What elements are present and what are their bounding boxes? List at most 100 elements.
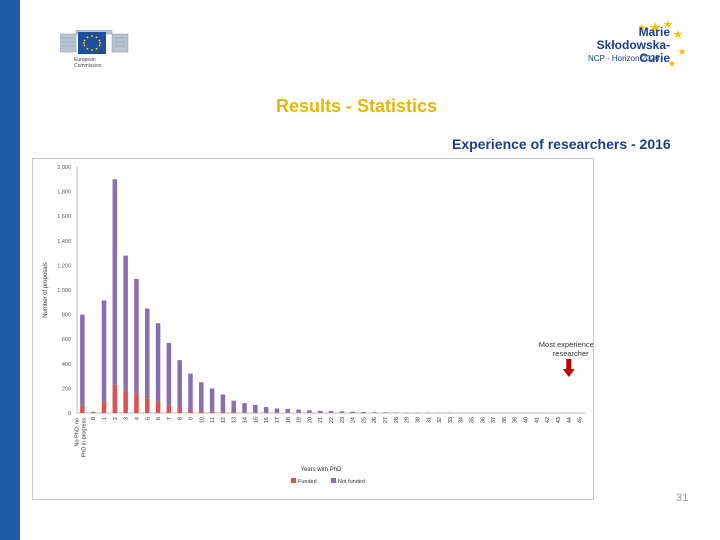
x-tick-label: 20	[307, 417, 313, 423]
bar-not-funded	[144, 308, 150, 399]
bar-funded	[177, 407, 182, 413]
x-tick-label: 30	[415, 417, 421, 423]
x-tick-label: 39	[513, 417, 519, 423]
x-tick-label: PhD in progress	[81, 418, 87, 458]
bar-not-funded	[220, 394, 226, 412]
bar-not-funded	[209, 388, 215, 412]
chart-title: Experience of researchers - 2016	[452, 136, 671, 152]
msca-subtitle: NCP - Horizon 2020	[588, 54, 660, 63]
y-tick-label: 2,000	[57, 165, 71, 171]
msca-name: Marie Skłodowska-Curie	[570, 26, 670, 65]
bar-not-funded	[101, 300, 107, 402]
page-number: 31	[676, 492, 689, 504]
bar-funded	[253, 412, 258, 413]
x-tick-label: 14	[243, 417, 249, 423]
annotation-text-line2: researcher	[553, 349, 589, 358]
european-commission-logo: European Commission	[58, 24, 138, 70]
y-tick-label: 200	[62, 386, 71, 392]
y-tick-label: 400	[62, 362, 71, 368]
x-tick-label: 16	[264, 417, 270, 423]
bar-not-funded	[307, 410, 312, 413]
bar-not-funded	[80, 314, 85, 406]
legend-swatch	[291, 478, 296, 483]
bar-not-funded	[199, 382, 204, 411]
bar-funded	[112, 384, 118, 413]
y-tick-label: 800	[62, 313, 71, 319]
x-tick-label: 9	[188, 417, 194, 420]
x-tick-label: 4	[134, 417, 140, 420]
x-tick-label: 3	[124, 417, 130, 420]
y-tick-label: 1,000	[57, 288, 71, 294]
bar-funded	[166, 405, 172, 413]
left-accent-bar	[0, 0, 20, 540]
x-tick-label: 37	[491, 417, 497, 423]
bar-not-funded	[90, 411, 96, 413]
x-tick-label: 10	[199, 417, 205, 423]
legend-swatch	[331, 478, 336, 483]
bar-funded	[101, 401, 107, 413]
legend-label: Not funded	[338, 479, 365, 485]
x-tick-label: 2	[113, 417, 119, 420]
x-tick-label: 22	[329, 417, 335, 423]
x-tick-label: 0	[91, 417, 97, 420]
bar-funded	[144, 398, 150, 413]
y-axis-label: Number of proposals	[43, 262, 49, 318]
page-title: Results - Statistics	[276, 96, 438, 116]
x-tick-label: 36	[480, 417, 486, 423]
y-tick-label: 1,200	[57, 263, 71, 269]
x-tick-label: 12	[221, 417, 227, 423]
bar-funded	[220, 411, 226, 413]
y-tick-label: 600	[62, 337, 71, 343]
bar-funded	[80, 405, 85, 413]
bar-not-funded	[112, 179, 118, 385]
x-tick-label: 15	[253, 417, 259, 423]
bar-funded	[231, 412, 236, 413]
x-axis-label: Years with PhD	[301, 467, 342, 473]
msca-name-line2: Skłodowska-Curie	[596, 38, 670, 65]
bar-not-funded	[328, 411, 334, 413]
bar-not-funded	[242, 403, 247, 413]
bar-not-funded	[263, 407, 269, 413]
eu-flag-icon	[78, 32, 106, 54]
bar-not-funded	[177, 360, 182, 408]
x-tick-label: 45	[578, 417, 584, 423]
bar-funded	[123, 390, 128, 413]
bar-not-funded	[317, 410, 323, 413]
x-tick-label: 29	[405, 417, 411, 423]
bar-chart: 02004006008001,0001,2001,4001,6001,8002,…	[43, 165, 598, 485]
y-tick-label: 1,800	[57, 190, 71, 196]
bar-not-funded	[296, 409, 301, 413]
bar-not-funded	[155, 323, 161, 402]
x-tick-label: 25	[361, 417, 367, 423]
x-tick-label: 34	[459, 417, 465, 423]
x-tick-label: 7	[167, 417, 173, 420]
bar-funded	[90, 412, 96, 413]
x-tick-label: 27	[383, 417, 389, 423]
x-tick-label: 17	[275, 417, 281, 423]
x-tick-label: 8	[178, 417, 184, 420]
bar-not-funded	[253, 405, 258, 413]
bar-funded	[209, 411, 215, 413]
annotation-text: Most experienced	[539, 340, 593, 349]
bar-not-funded	[231, 400, 236, 413]
bar-not-funded	[274, 408, 280, 413]
bar-not-funded	[285, 408, 291, 413]
msca-stars-icon	[638, 20, 686, 67]
bar-not-funded	[123, 255, 128, 391]
bar-not-funded	[350, 411, 355, 413]
x-tick-label: 11	[210, 417, 216, 423]
eu-stars-icon	[83, 35, 101, 51]
msca-name-line1: Marie	[638, 25, 670, 39]
bar-not-funded	[382, 412, 388, 413]
x-tick-label: 44	[567, 417, 573, 423]
bar-not-funded	[339, 411, 345, 413]
x-tick-label: 31	[426, 417, 432, 423]
bar-funded	[199, 410, 204, 413]
x-tick-label: 5	[145, 417, 151, 420]
bar-not-funded	[371, 412, 377, 413]
bar-not-funded	[361, 412, 366, 413]
chart-frame: 0 200 400 600 800 1,000 1,200 1,400 1,600 1,800 2,…	[32, 158, 598, 500]
x-tick-label: 28	[394, 417, 400, 423]
y-tick-label: 1,400	[57, 239, 71, 245]
x-tick-label: 21	[318, 417, 324, 423]
